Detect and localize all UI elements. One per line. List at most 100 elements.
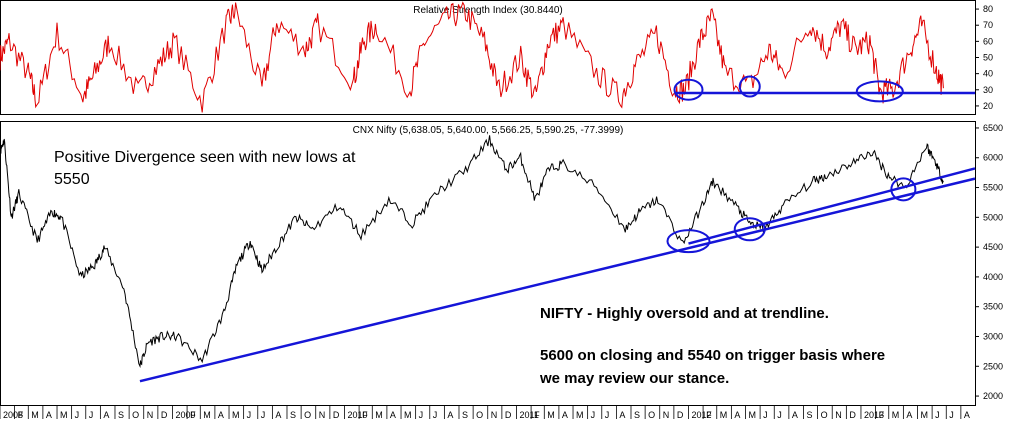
rsi-series-line [0, 1, 944, 113]
price-y-tick-label: 5500 [983, 183, 1003, 193]
rsi-y-tick-label: 40 [983, 69, 993, 79]
rsi-y-tick-label: 70 [983, 20, 993, 30]
x-tick-label: D [849, 410, 856, 420]
x-tick-label: J [605, 410, 610, 420]
rsi-y-tick-label: 50 [983, 53, 993, 63]
price-y-tick-label: 4000 [983, 272, 1003, 282]
price-y-axis: 2000 2500 3000 3500 4000 4500 5000 5500 6000 6500 [975, 123, 1003, 401]
price-plot [0, 135, 944, 369]
x-tick-label: A [619, 410, 625, 420]
x-tick-label: 2010 [347, 410, 367, 420]
price-y-tick-label: 3500 [983, 302, 1003, 312]
divergence-note-line2: 5550 [54, 171, 90, 188]
rsi-y-tick-label: 30 [983, 85, 993, 95]
x-tick-label: S [634, 410, 640, 420]
rsi-plot [0, 1, 944, 113]
price-y-tick-label: 2500 [983, 361, 1003, 371]
x-tick-label: J [261, 410, 266, 420]
x-tick-label: 2008 [3, 410, 23, 420]
x-tick-label: F [706, 410, 712, 420]
rsi-highlight-circle [738, 75, 761, 98]
x-tick-label: D [161, 410, 168, 420]
x-tick-label: N [491, 410, 498, 420]
price-trendline [139, 177, 976, 383]
price-panel-frame [0, 121, 976, 406]
x-tick-label: F [18, 410, 24, 420]
oversold-note-line2: we may review our stance. [539, 370, 729, 387]
x-tick-label: M [375, 410, 383, 420]
x-tick-label: J [433, 410, 438, 420]
x-tick-label: A [792, 410, 798, 420]
x-tick-label: J [763, 410, 768, 420]
x-tick-label: M [60, 410, 67, 420]
x-tick-label: F [879, 410, 885, 420]
x-tick-label: J [591, 410, 596, 420]
rsi-title: Relative Strength Index (30.8440) [413, 5, 563, 16]
x-tick-label: M [404, 410, 412, 420]
x-tick-label: D [677, 410, 684, 420]
price-highlight-circle [733, 217, 766, 242]
x-tick-label: O [821, 410, 828, 420]
price-highlight-circle [666, 229, 711, 254]
x-tick-label: A [562, 410, 568, 420]
x-tick-label: 2013 [864, 410, 884, 420]
x-tick-label: D [333, 410, 340, 420]
x-tick-label: N [319, 410, 326, 420]
oversold-note-heading: NIFTY - Highly oversold and at trendline… [540, 305, 829, 322]
x-tick-label: A [390, 410, 396, 420]
price-y-tick-label: 4500 [983, 242, 1003, 252]
x-tick-label: N [663, 410, 670, 420]
x-tick-label: 2012 [691, 410, 711, 420]
x-tick-label: F [534, 410, 540, 420]
x-tick-label: M [547, 410, 555, 420]
x-tick-label: F [190, 410, 196, 420]
x-tick-label: J [419, 410, 424, 420]
x-tick-label: O [304, 410, 311, 420]
x-tick-label: N [835, 410, 842, 420]
x-tick-label: M [892, 410, 900, 420]
x-tick-label: A [275, 410, 281, 420]
x-tick-label: O [476, 410, 483, 420]
rsi-y-axis: 20 30 40 50 60 70 80 [975, 4, 993, 111]
x-tick-label: 2011 [519, 410, 538, 420]
rsi-panel-frame [0, 0, 976, 115]
price-y-tick-label: 6000 [983, 153, 1003, 163]
x-tick-label: M [31, 410, 39, 420]
x-tick-label: A [734, 410, 740, 420]
x-tick-label: O [648, 410, 655, 420]
x-tick-label: N [147, 410, 154, 420]
x-tick-label: A [103, 410, 109, 420]
x-tick-label: O [132, 410, 139, 420]
x-tick-label: J [75, 410, 80, 420]
rsi-highlight-circle [673, 78, 704, 101]
x-tick-label: A [964, 410, 970, 420]
rsi-highlight-circle [855, 80, 904, 103]
x-tick-label: M [576, 410, 584, 420]
x-tick-label: S [806, 410, 812, 420]
x-tick-label: M [921, 410, 929, 420]
price-trendline [688, 167, 976, 245]
overlay-shapes [139, 75, 976, 383]
price-highlight-circle [890, 177, 917, 202]
price-y-tick-label: 3000 [983, 331, 1003, 341]
x-tick-label: J [247, 410, 252, 420]
x-tick-label: F [362, 410, 368, 420]
price-y-tick-label: 2000 [983, 391, 1003, 401]
x-tick-label: D [505, 410, 512, 420]
x-tick-label: M [749, 410, 757, 420]
price-series-line [0, 135, 944, 369]
x-tick-label: J [949, 410, 954, 420]
x-tick-label: J [935, 410, 940, 420]
rsi-y-tick-label: 60 [983, 36, 993, 46]
x-tick-label: J [89, 410, 94, 420]
x-tick-label: A [46, 410, 52, 420]
x-tick-label: S [290, 410, 296, 420]
x-tick-label: A [447, 410, 453, 420]
price-title: CNX Nifty (5,638.05, 5,640.00, 5,566.25,… [353, 125, 624, 136]
x-tick-label: M [203, 410, 211, 420]
divergence-note-line1: Positive Divergence seen with new lows a… [54, 149, 356, 166]
x-tick-label: M [720, 410, 728, 420]
x-tick-label: J [777, 410, 782, 420]
